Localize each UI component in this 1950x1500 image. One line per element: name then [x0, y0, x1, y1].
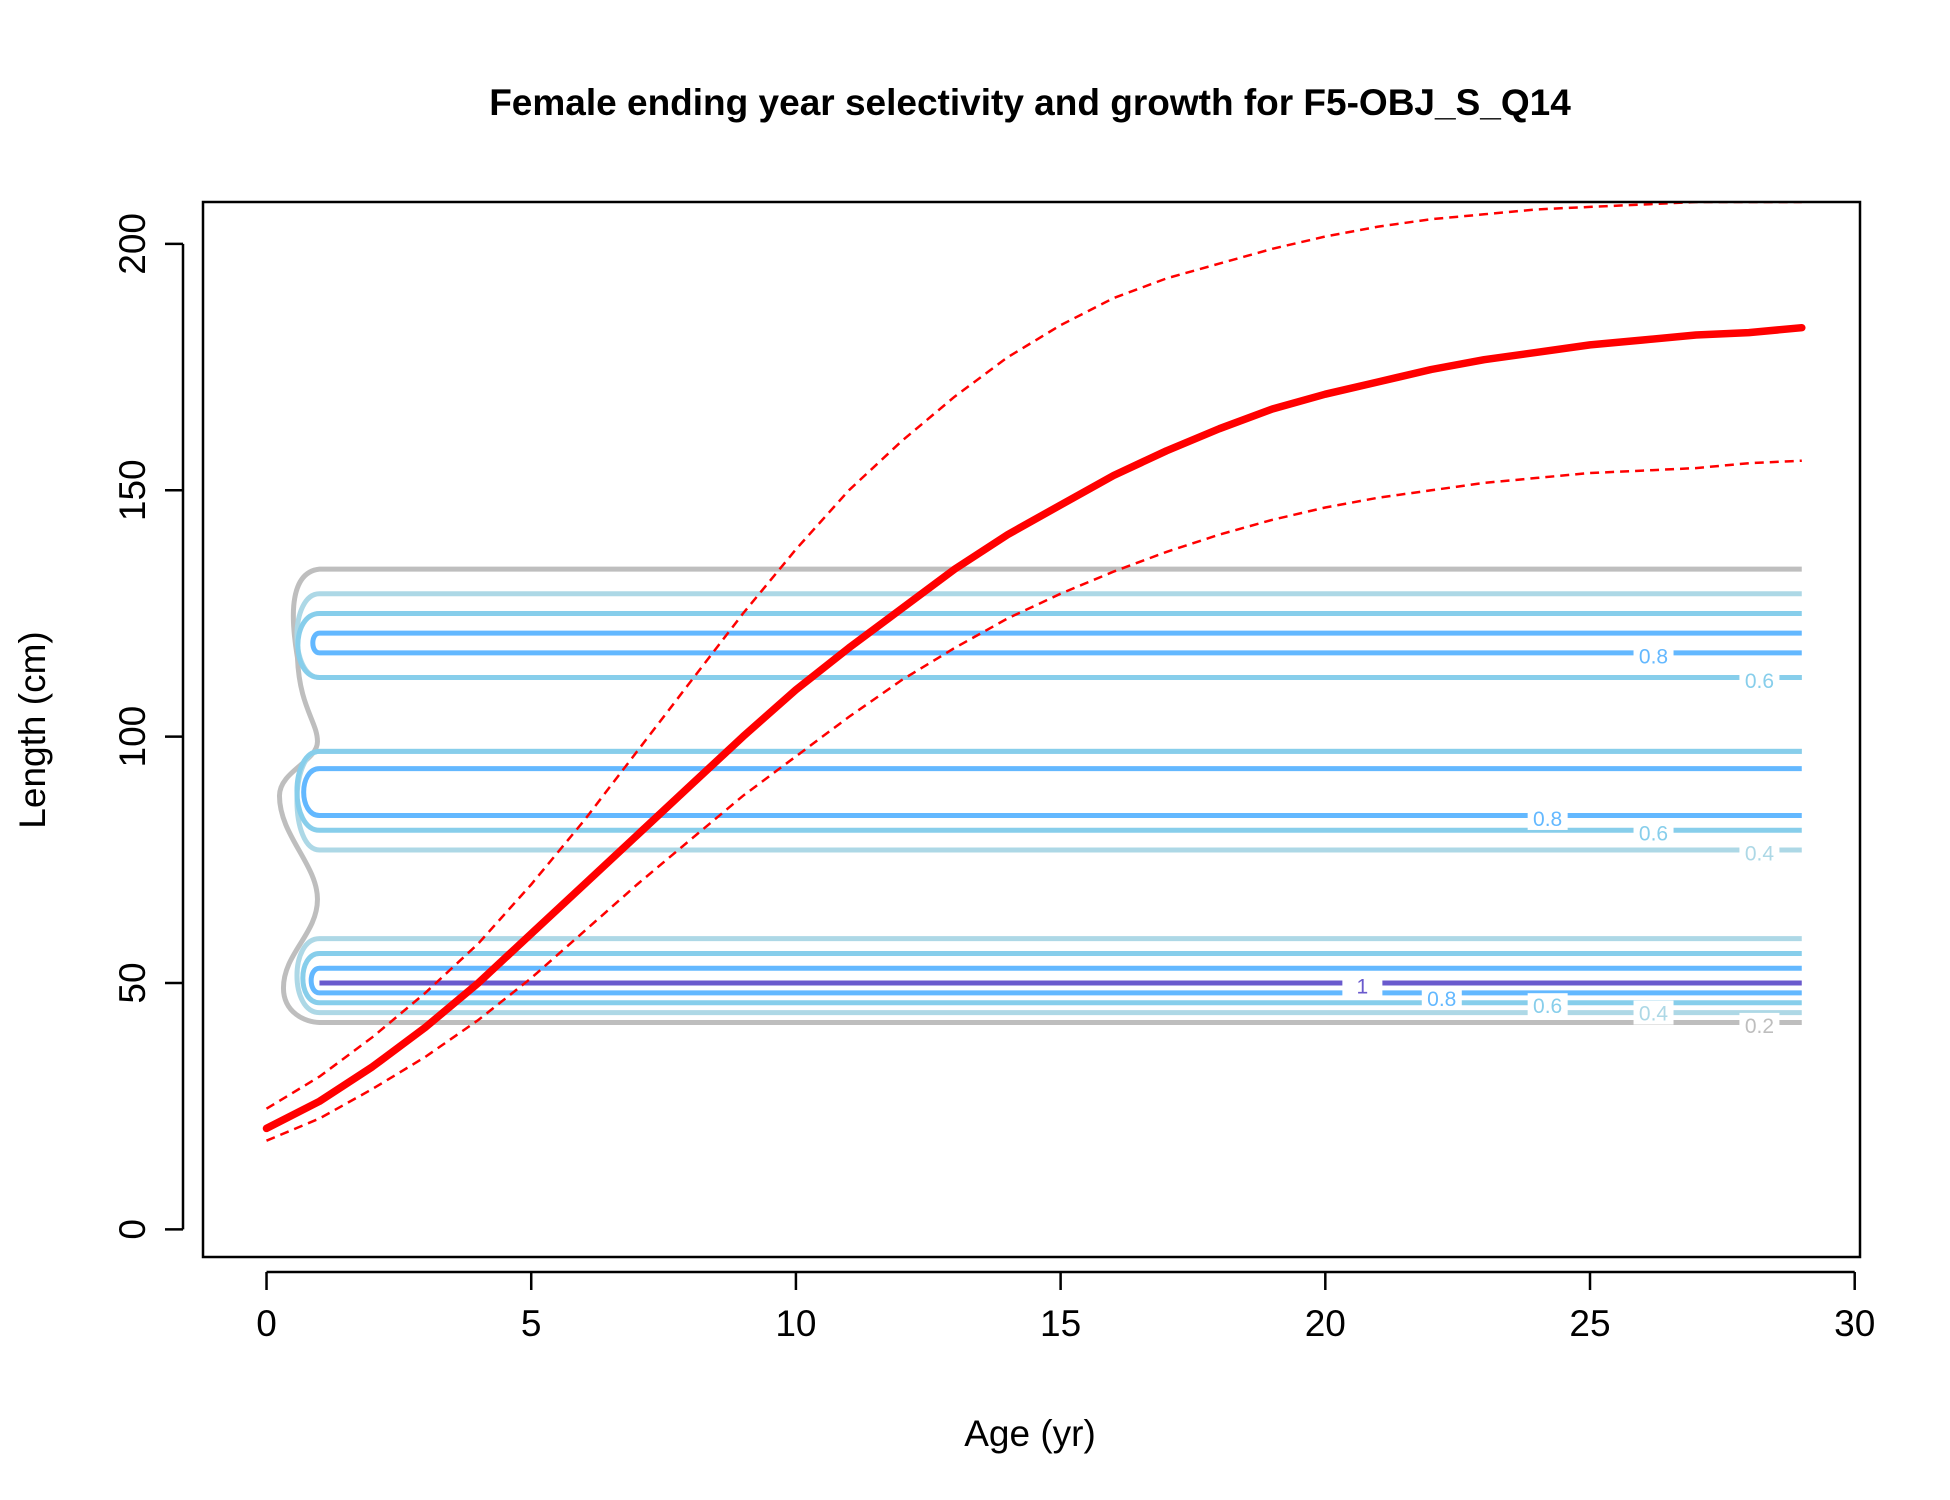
- contour-label: 0.4: [1745, 842, 1775, 865]
- contour-line-0.8: [301, 766, 1802, 818]
- contour-label-bg: [1739, 667, 1780, 692]
- contour-label: 1: [1357, 975, 1369, 998]
- contour-label-bg: [1633, 820, 1674, 845]
- x-tick-label: 20: [1305, 1303, 1346, 1344]
- y-axis: 0 50 100 150 200: [112, 213, 185, 1240]
- contour-line-0.6: [295, 610, 1802, 681]
- contour-label: 0.2: [1745, 1015, 1774, 1038]
- contour-label-bg: [1527, 993, 1568, 1018]
- x-tick-label: 25: [1569, 1303, 1610, 1344]
- contour-label: 0.6: [1639, 823, 1668, 846]
- contour-label-bg: [1739, 1012, 1780, 1037]
- x-tick-label: 10: [775, 1303, 816, 1344]
- contour-label-bg: [1633, 1000, 1674, 1025]
- contour-label-bg: [1342, 973, 1383, 998]
- growth-mean-line: [262, 323, 1806, 1133]
- contour-label: 0.4: [1639, 1003, 1669, 1026]
- x-tick-label: 5: [521, 1303, 542, 1344]
- chart-title: Female ending year selectivity and growt…: [489, 82, 1571, 123]
- x-tick-label: 0: [256, 1303, 277, 1344]
- selectivity-contours: [276, 566, 1802, 1025]
- contour-label: 0.8: [1427, 988, 1456, 1011]
- contour-line-0.6: [294, 748, 1802, 833]
- contour-line-0.8: [308, 965, 1802, 996]
- contour-label: 0.6: [1533, 995, 1562, 1018]
- y-tick-label: 200: [112, 213, 153, 275]
- plot-area: 0.8 0.6 0.8 0.6 0.4 1 0.8 0.6 0.4 0.2: [201, 200, 1862, 1259]
- contour-label-bg: [1527, 805, 1568, 830]
- x-tick-label: 30: [1834, 1303, 1875, 1344]
- contour-label: 0.6: [1745, 670, 1774, 693]
- plot-frame: [201, 200, 1862, 1259]
- contour-label-bg: [1633, 643, 1674, 668]
- contour-labels: 0.8 0.6 0.8 0.6 0.4 1 0.8 0.6 0.4 0.2: [1342, 643, 1780, 1038]
- x-tick-label: 15: [1040, 1303, 1081, 1344]
- y-tick-label: 0: [112, 1219, 153, 1240]
- growth-lower-ci-line: [266, 459, 1802, 1142]
- contour-label: 0.8: [1533, 808, 1562, 831]
- growth-upper-ci-line: [265, 202, 1802, 1110]
- contour-label-bg: [1739, 840, 1780, 865]
- growth-curves: [262, 202, 1806, 1142]
- x-axis-title: Age (yr): [964, 1413, 1096, 1454]
- x-axis: 0 5 10 15 20 25 30: [256, 1270, 1875, 1344]
- contour-line-0.8: [310, 630, 1802, 656]
- y-axis-title: Length (cm): [12, 631, 53, 828]
- contour-line-0.6: [300, 950, 1802, 1006]
- y-tick-label: 50: [112, 962, 153, 1003]
- contour-label: 0.8: [1639, 645, 1668, 668]
- contour-label-bg: [1421, 985, 1462, 1010]
- y-tick-label: 150: [112, 459, 153, 521]
- contour-line-0.4: [294, 936, 1802, 1016]
- y-tick-label: 100: [112, 706, 153, 768]
